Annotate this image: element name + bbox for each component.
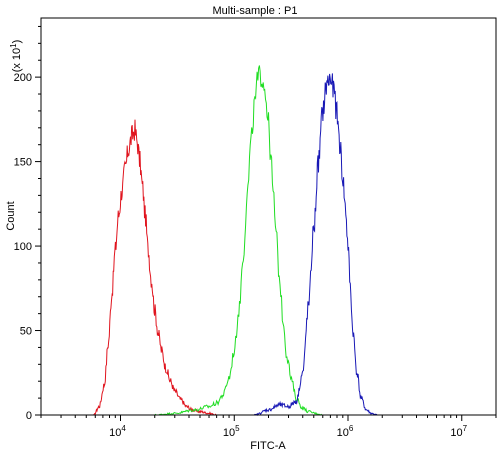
x-axis-label: FITC-A — [250, 440, 286, 452]
y-tick-label: 0 — [26, 410, 32, 422]
y-tick-label: 200 — [14, 72, 32, 84]
x-tick-exponent: 4 — [121, 424, 126, 433]
x-tick-label: 104 — [109, 424, 126, 439]
x-tick-label: 107 — [450, 424, 467, 439]
histogram-series-3 — [253, 73, 378, 417]
chart-title: Multi-sample : P1 — [213, 5, 298, 17]
y-multiplier-text: (x 10 — [11, 48, 23, 72]
x-tick-exponent: 6 — [349, 424, 354, 433]
x-tick-base: 10 — [223, 427, 235, 439]
x-tick-label: 106 — [337, 424, 354, 439]
y-multiplier-label: (x 101) — [9, 40, 23, 73]
y-tick-label: 50 — [20, 326, 32, 338]
x-tick-exponent: 7 — [463, 424, 468, 433]
y-tick-label: 100 — [14, 241, 32, 253]
x-tick-label: 105 — [223, 424, 240, 439]
plot-area — [93, 65, 378, 417]
x-tick-base: 10 — [337, 427, 349, 439]
y-tick-label: 150 — [14, 157, 32, 169]
x-tick-base: 10 — [450, 427, 462, 439]
y-multiplier-exponent: 1 — [9, 43, 18, 48]
x-tick-base: 10 — [109, 427, 121, 439]
plot-frame — [40, 17, 497, 416]
histogram-series-2 — [154, 65, 323, 416]
x-tick-exponent: 5 — [235, 424, 240, 433]
histogram-series-1 — [93, 119, 217, 416]
y-axis-label: Count — [5, 201, 17, 230]
